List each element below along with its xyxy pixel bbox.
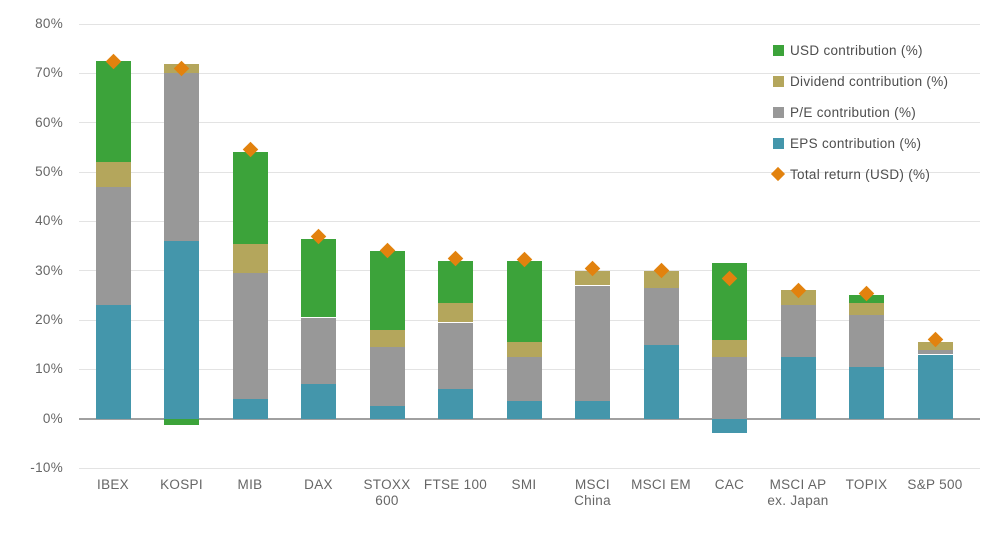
- bar-segment-ftse-100-pe: [438, 322, 473, 390]
- gridline: [79, 122, 980, 124]
- x-axis-label-cac: CAC: [684, 477, 776, 493]
- y-axis-tick-label: 20%: [35, 312, 63, 327]
- y-axis-tick-label: 30%: [35, 262, 63, 278]
- x-axis-label-line: IBEX: [97, 477, 129, 492]
- bar-segment-cac-dividend: [712, 339, 747, 357]
- bar-segment-stoxx-600-usd: [369, 250, 405, 330]
- bar-segment-mib-dividend: [232, 243, 268, 274]
- x-axis-label-msci-em: MSCI EM: [615, 477, 707, 493]
- bar-segment-mib-eps: [232, 398, 268, 419]
- legend-item-label: Dividend contribution (%): [790, 74, 949, 89]
- bar-segment-msci-ap-ex-japan-pe: [780, 305, 816, 357]
- legend-square-icon: [773, 45, 784, 56]
- x-axis-label-mib: MIB: [204, 477, 296, 493]
- y-axis-tick-label: -10%: [30, 460, 63, 475]
- bar-segment-mib-usd: [232, 152, 268, 244]
- x-axis-label-line: STOXX: [363, 477, 411, 492]
- y-axis-tick-label: 10%: [35, 361, 63, 377]
- bar-segment-msci-em-dividend: [643, 270, 679, 288]
- bar-segment-smi-dividend: [506, 342, 542, 357]
- legend-square-icon: [773, 138, 784, 149]
- bar-segment-smi-eps: [506, 401, 542, 419]
- x-axis-label-line: MSCI EM: [631, 477, 691, 492]
- x-axis-label-smi: SMI: [478, 477, 570, 493]
- bar-segment-s-p-500-pe: [917, 349, 953, 355]
- bar-segment-ibex-usd: [95, 61, 131, 163]
- bar-segment-ftse-100-eps: [438, 389, 473, 419]
- gridline: [79, 23, 980, 25]
- x-axis-label-topix: TOPIX: [821, 477, 913, 493]
- x-axis-label-line: CAC: [714, 477, 745, 492]
- y-axis-tick-label: 60%: [35, 114, 63, 130]
- bar-segment-msci-em-pe: [643, 287, 679, 345]
- gridline: [79, 220, 980, 222]
- gridline: [79, 72, 980, 74]
- x-axis-label-line: ex. Japan: [767, 493, 829, 508]
- bar-segment-smi-usd: [506, 260, 542, 343]
- bar-segment-msci-china-pe: [575, 285, 610, 402]
- x-axis-label-line: MSCI: [575, 477, 610, 492]
- x-axis-label-line: China: [574, 493, 611, 508]
- bar-segment-ftse-100-dividend: [438, 302, 473, 323]
- x-axis-label-line: FTSE 100: [423, 477, 488, 492]
- bar-segment-stoxx-600-dividend: [369, 329, 405, 348]
- bar-segment-ibex-pe: [95, 186, 131, 306]
- bar-segment-mib-pe: [232, 273, 268, 399]
- bar-segment-ftse-100-usd: [438, 260, 473, 303]
- x-axis-label-line: MIB: [237, 477, 263, 492]
- y-axis-tick-label: 40%: [35, 213, 63, 229]
- bar-segment-smi-pe: [506, 357, 542, 402]
- bar-segment-cac-eps: [712, 418, 747, 434]
- x-axis-label-msci-ap-ex-japan: MSCI AP ex. Japan: [752, 477, 844, 509]
- bar-segment-kospi-pe: [164, 73, 199, 241]
- x-axis-label-line: DAX: [304, 477, 333, 492]
- x-axis-label-line: MSCI AP: [769, 477, 827, 492]
- bar-segment-msci-ap-ex-japan-eps: [780, 357, 816, 419]
- x-axis-label-line: KOSPI: [160, 477, 203, 492]
- gridline: [79, 467, 980, 469]
- bar-segment-ibex-dividend: [95, 162, 131, 187]
- bar-segment-cac-pe: [712, 357, 747, 419]
- bar-segment-kospi-usd: [164, 418, 199, 426]
- x-axis-line: [79, 417, 980, 420]
- bar-segment-kospi-eps: [164, 241, 199, 419]
- legend-square-icon: [773, 76, 784, 87]
- y-axis-tick-label: 50%: [35, 164, 63, 179]
- legend-square-icon: [773, 107, 784, 118]
- bar-segment-topix-pe: [849, 315, 884, 367]
- bar-segment-dax-pe: [301, 317, 336, 385]
- legend-item-label: EPS contribution (%): [790, 136, 922, 151]
- x-axis-label-dax: DAX: [273, 477, 365, 493]
- bar-segment-ibex-eps: [95, 305, 131, 419]
- x-axis-label-msci-china: MSCI China: [547, 477, 639, 509]
- x-axis-label-ibex: IBEX: [67, 477, 159, 493]
- bar-segment-stoxx-600-eps: [369, 406, 405, 419]
- x-axis-label-s-p-500: S&P 500: [889, 477, 981, 493]
- legend-item-label: USD contribution (%): [790, 43, 923, 58]
- bar-segment-topix-eps: [849, 366, 884, 419]
- bar-segment-stoxx-600-pe: [369, 347, 405, 407]
- y-axis-tick-label: 80%: [35, 16, 63, 31]
- bar-segment-topix-dividend: [849, 302, 884, 315]
- x-axis-label-ftse-100: FTSE 100: [410, 477, 502, 493]
- y-axis-tick-label: 70%: [35, 65, 63, 81]
- x-axis-label-line: TOPIX: [845, 477, 888, 492]
- bar-segment-msci-em-eps: [643, 344, 679, 419]
- bar-segment-msci-china-dividend: [575, 270, 610, 286]
- bar-segment-dax-eps: [301, 384, 336, 419]
- legend-item-label: P/E contribution (%): [790, 105, 917, 120]
- bar-segment-msci-china-eps: [575, 401, 610, 419]
- x-axis-label-line: SMI: [511, 477, 537, 492]
- y-axis-tick-label: 0%: [42, 410, 63, 426]
- x-axis-label-line: 600: [375, 493, 399, 508]
- x-axis-label-kospi: KOSPI: [136, 477, 228, 493]
- x-axis-label-line: S&P 500: [907, 477, 963, 492]
- x-axis-label-stoxx-600: STOXX 600: [341, 477, 433, 509]
- legend-item-label: Total return (USD) (%): [790, 167, 931, 182]
- bar-segment-s-p-500-eps: [917, 354, 953, 419]
- bar-segment-dax-usd: [301, 238, 336, 318]
- gridline: [79, 171, 980, 173]
